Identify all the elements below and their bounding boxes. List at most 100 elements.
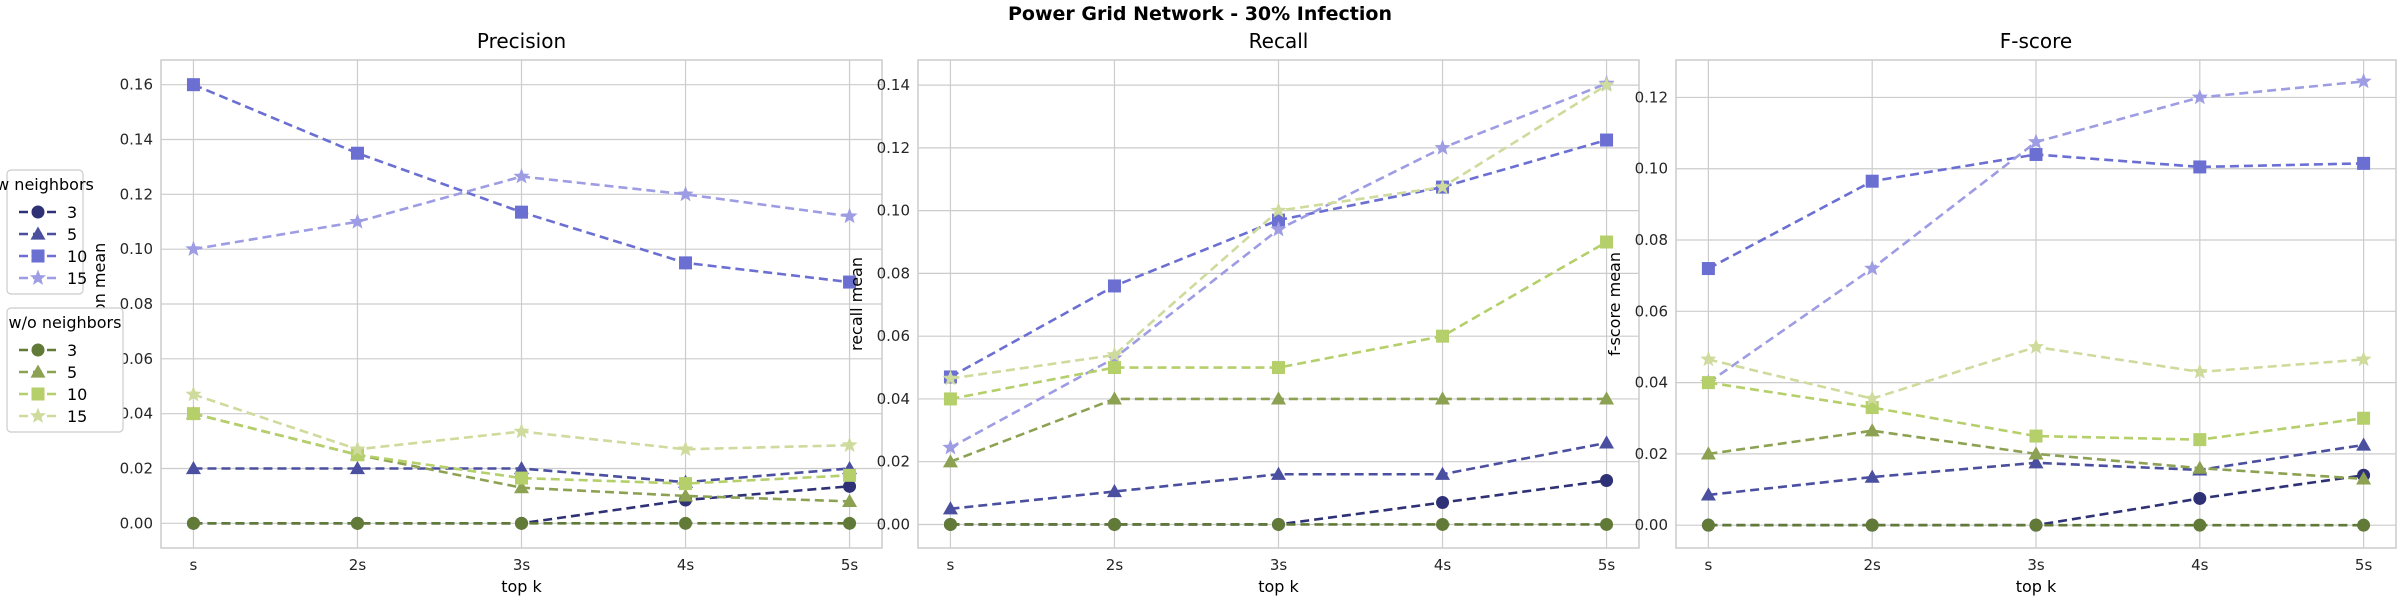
y-tick-label: 0.00	[1635, 516, 1668, 534]
data-point	[1107, 517, 1121, 531]
data-point	[1864, 423, 1880, 437]
y-tick-label: 0.00	[120, 514, 153, 532]
y-tick-label: 0.10	[1635, 160, 1668, 178]
series-w-15	[185, 168, 858, 257]
data-point	[185, 385, 202, 402]
data-point	[1106, 346, 1123, 362]
data-point	[1272, 361, 1285, 375]
legend-title: w/o neighbors	[9, 313, 122, 332]
legend-label: 3	[67, 203, 77, 222]
x-tick-label: 3s	[1270, 556, 1288, 574]
y-tick-label: 0.08	[1635, 231, 1668, 249]
y-tick-label: 0.02	[1635, 445, 1668, 463]
legend-label: 5	[67, 225, 77, 244]
y-tick-label: 0.02	[120, 459, 153, 477]
legend-entry: 3	[19, 203, 77, 222]
legend-marker	[31, 387, 45, 401]
x-tick-label: 2s	[349, 556, 367, 574]
data-point	[2029, 518, 2043, 532]
y-tick-label: 0.06	[120, 350, 153, 368]
data-point	[2357, 156, 2371, 170]
data-point	[1271, 391, 1286, 405]
chart-panels: s 2s 3s 4s 5s 0.00 0.02 0.04 0.06 0.08 0.10 0.12 0.1…	[90, 29, 2397, 596]
x-axis-label: top k	[1258, 577, 1299, 596]
legend-marker	[29, 269, 47, 285]
x-tick-label: 5s	[2355, 556, 2373, 574]
y-tick-label: 0.02	[877, 453, 910, 471]
y-tick-label: 0.12	[1635, 88, 1668, 106]
legend-label: 3	[67, 341, 77, 360]
series-line	[950, 240, 1608, 401]
data-point	[942, 454, 958, 468]
data-point	[843, 479, 857, 493]
data-point	[2028, 446, 2044, 460]
y-tick-label: 0.04	[877, 390, 910, 408]
data-point	[1600, 517, 1614, 531]
data-point	[677, 185, 694, 202]
series-wo-3	[943, 517, 1614, 531]
x-axis-label: top k	[2016, 577, 2057, 596]
data-point	[1700, 446, 1716, 460]
y-tick-label: 0.00	[877, 515, 910, 533]
y-tick-label: 0.16	[120, 76, 153, 94]
data-point	[2192, 460, 2208, 474]
legend-marker	[30, 226, 46, 240]
data-point	[843, 468, 857, 482]
data-point	[679, 477, 693, 491]
data-point	[185, 460, 201, 475]
data-point	[1436, 495, 1450, 509]
legend-label: 15	[67, 269, 87, 288]
x-tick-label: 3s	[513, 556, 531, 574]
y-tick-label: 0.06	[1635, 302, 1668, 320]
data-point	[1600, 474, 1614, 488]
data-point	[1107, 361, 1121, 375]
legends: w neighbors 3 5 10 15 w/o neighbors 3 5 10 15	[0, 169, 124, 433]
data-point	[185, 240, 202, 257]
figure-title: Power Grid Network - 30% Infection	[1008, 3, 1392, 25]
series-wo-3	[186, 516, 857, 530]
legend-label: 10	[67, 385, 87, 404]
data-point	[2193, 160, 2207, 174]
legend-entry: 3	[19, 341, 77, 360]
plot-frame	[160, 59, 883, 549]
y-tick-label: 0.08	[120, 295, 153, 313]
data-point	[1599, 435, 1615, 449]
x-tick-label: 2s	[1864, 556, 1882, 574]
data-point	[841, 207, 858, 224]
series-wo-10	[943, 235, 1614, 406]
data-point	[349, 440, 366, 457]
legend-wo-neighbors: w/o neighbors 3 5 10 15	[6, 307, 124, 433]
data-point	[2355, 350, 2372, 367]
x-tick-label: 2s	[1106, 556, 1124, 574]
legend-label: 15	[67, 407, 87, 426]
legend-marker	[30, 364, 46, 378]
x-tick-label: 5s	[841, 556, 859, 574]
data-point	[1106, 484, 1122, 498]
legend-box	[6, 307, 124, 433]
data-point	[186, 78, 200, 92]
data-point	[349, 460, 365, 475]
series-line	[1708, 381, 2364, 441]
legend-entry: 10	[19, 385, 87, 404]
data-point	[1107, 279, 1121, 293]
data-point	[2355, 72, 2372, 89]
legend-entry: 5	[19, 363, 77, 382]
data-point	[1865, 174, 1879, 188]
y-axis-label: f-score mean	[1605, 252, 1624, 356]
series-wo-5	[1700, 423, 2372, 485]
legend-marker	[29, 407, 47, 423]
y-tick-label: 0.12	[877, 139, 910, 157]
legend-box	[6, 169, 84, 295]
series-wo-3	[1701, 518, 2371, 532]
data-point	[1435, 466, 1451, 480]
x-axis-label: top k	[501, 577, 542, 596]
data-point	[1270, 202, 1287, 218]
data-point	[2356, 471, 2372, 485]
data-point	[350, 516, 364, 530]
y-tick-label: 0.12	[120, 185, 153, 203]
data-point	[1865, 401, 1879, 415]
series-line	[193, 412, 850, 485]
y-tick-label: 0.14	[877, 76, 910, 94]
legend-title: w neighbors	[0, 175, 94, 194]
